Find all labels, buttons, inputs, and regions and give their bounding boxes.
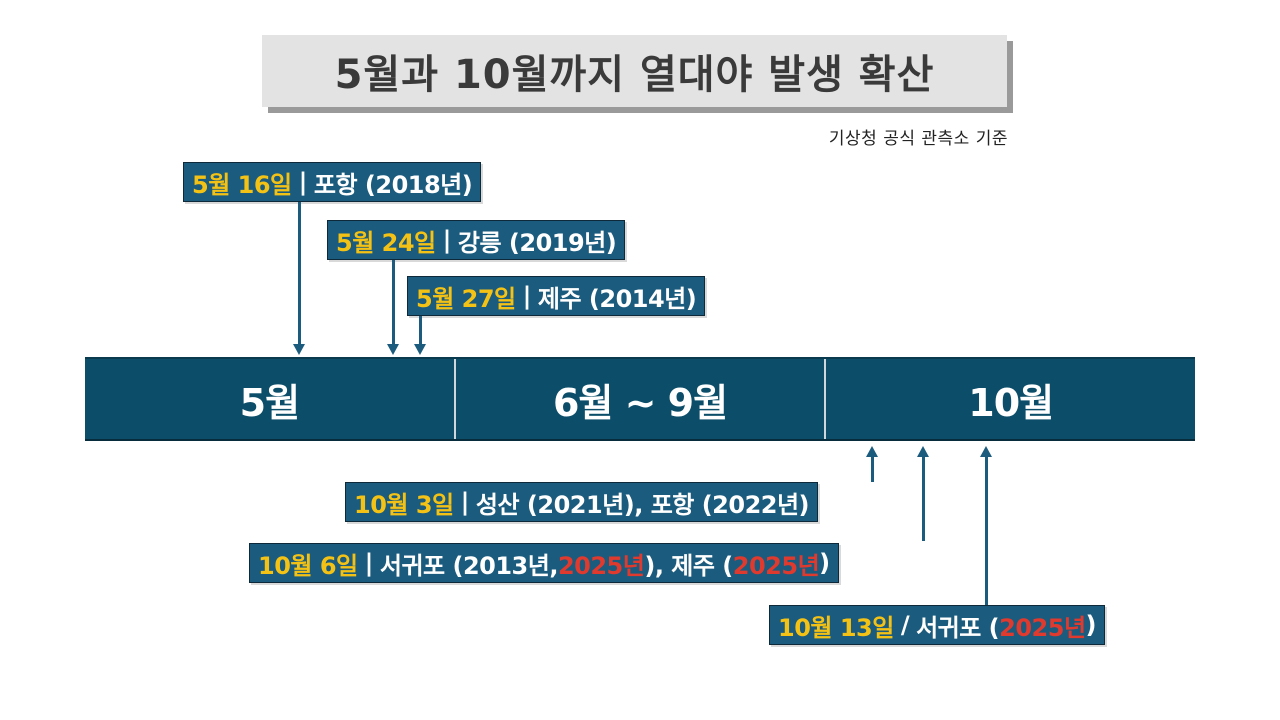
- arrow-down-icon: [414, 344, 426, 355]
- event-date: 10월 3일: [354, 490, 454, 519]
- period-oct: 10월: [824, 359, 1195, 439]
- event-label-may-27: 5월 27일 | 제주 (2014년): [407, 276, 706, 316]
- event-label-may-16: 5월 16일 | 포항 (2018년): [183, 162, 482, 202]
- event-place: ), 제주 (: [644, 551, 733, 580]
- event-date: 10월 13일: [778, 613, 894, 642]
- page-title: 5월과 10월까지 열대야 발생 확산: [334, 52, 935, 98]
- event-place: 강릉 (2019년): [457, 228, 617, 257]
- event-place: 포항 (2018년): [313, 170, 473, 199]
- connector-line: [922, 456, 925, 541]
- event-place: 서귀포 (: [916, 613, 1000, 642]
- event-place: 서귀포 (2013년,: [379, 551, 559, 580]
- event-date: 10월 6일: [258, 551, 358, 580]
- event-date: 5월 27일: [416, 284, 516, 313]
- timeline-bar: 5월 6월 ~ 9월 10월: [85, 357, 1195, 441]
- arrow-down-icon: [293, 344, 305, 355]
- event-date: 5월 16일: [192, 170, 292, 199]
- separator: |: [364, 549, 374, 577]
- connector-line: [298, 202, 301, 344]
- arrow-up-icon: [866, 446, 878, 457]
- period-may: 5월: [239, 380, 300, 425]
- source-note: 기상청 공식 관측소 기준: [828, 129, 1008, 149]
- highlight-year: 2025년: [732, 551, 820, 580]
- separator: |: [460, 488, 470, 516]
- title-banner: 5월과 10월까지 열대야 발생 확산: [262, 35, 1007, 107]
- connector-line: [985, 456, 988, 606]
- highlight-year: 2025년: [557, 551, 645, 580]
- arrow-down-icon: [387, 344, 399, 355]
- period-jun-sep: 6월 ~ 9월: [453, 359, 825, 439]
- event-label-may-24: 5월 24일 | 강릉 (2019년): [327, 220, 626, 260]
- arrow-up-icon: [917, 446, 929, 457]
- event-label-oct-13: 10월 13일 / 서귀포 (2025년): [769, 605, 1106, 645]
- arrow-up-icon: [980, 446, 992, 457]
- separator: /: [900, 611, 910, 639]
- event-date: 5월 24일: [336, 228, 436, 257]
- connector-line: [392, 260, 395, 344]
- highlight-year: 2025년: [999, 613, 1086, 642]
- event-label-oct-6: 10월 6일 | 서귀포 (2013년, 2025년), 제주 (2025년): [249, 543, 839, 583]
- separator: |: [442, 226, 452, 254]
- event-place: 성산 (2021년), 포항 (2022년): [475, 490, 810, 519]
- event-label-oct-3: 10월 3일 | 성산 (2021년), 포항 (2022년): [345, 482, 819, 522]
- connector-line: [871, 456, 874, 482]
- event-place: ): [1085, 611, 1097, 639]
- event-place: 제주 (2014년): [537, 284, 697, 313]
- separator: |: [522, 282, 532, 310]
- connector-line: [419, 316, 422, 344]
- event-place: ): [819, 549, 830, 577]
- separator: |: [298, 168, 308, 196]
